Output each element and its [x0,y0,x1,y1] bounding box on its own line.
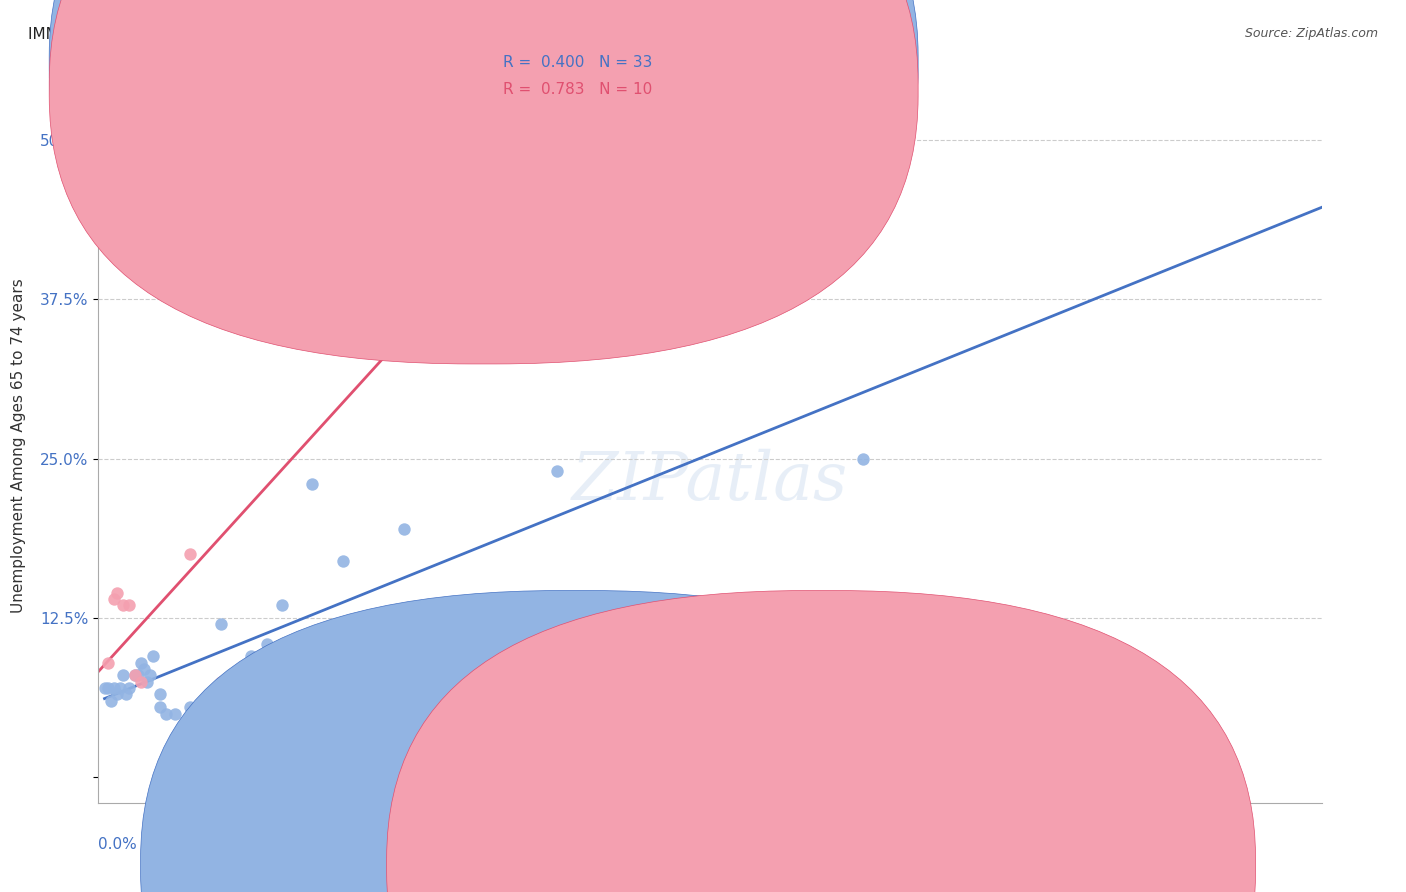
Text: R =  0.400   N = 33: R = 0.400 N = 33 [503,55,652,70]
Point [454,216,477,230]
Point [115,688,138,702]
Point [256,636,278,650]
Point [194,719,217,733]
Point [105,585,128,599]
Point [179,547,201,561]
Point [118,599,141,613]
Point [111,599,134,613]
Point [155,706,177,721]
Point [97,656,120,670]
Point [209,617,232,632]
Point [129,674,152,689]
Text: ZIPatlas: ZIPatlas [572,449,848,515]
Point [127,668,149,682]
Point [124,668,146,682]
Point [118,681,141,695]
Point [240,649,263,664]
Point [134,662,156,676]
Point [301,477,323,491]
Point [97,681,120,695]
Point [111,668,134,682]
Y-axis label: Unemployment Among Ages 65 to 74 years: Unemployment Among Ages 65 to 74 years [11,278,27,614]
Point [149,688,172,702]
Text: Source: ZipAtlas.com: Source: ZipAtlas.com [1244,27,1378,40]
Point [108,681,131,695]
Point [142,649,165,664]
Point [270,599,294,613]
Point [546,465,568,479]
Point [105,688,128,702]
Point [179,700,201,714]
Point [100,694,122,708]
Point [149,700,172,714]
Point [103,681,125,695]
Point [163,706,186,721]
Point [332,554,354,568]
Point [93,681,115,695]
Text: Alsatians: Alsatians [841,858,904,872]
Point [392,522,416,536]
Text: R =  0.783   N = 10: R = 0.783 N = 10 [503,82,652,96]
Point [103,591,125,606]
Point [179,713,201,727]
Point [136,674,159,689]
Point [124,668,146,682]
Text: 0.0%: 0.0% [98,837,138,852]
Point [852,451,875,466]
Point [129,656,152,670]
Text: IMMIGRANTS FROM INDONESIA VS ALSATIAN UNEMPLOYMENT AMONG AGES 65 TO 74 YEARS COR: IMMIGRANTS FROM INDONESIA VS ALSATIAN UN… [28,27,910,42]
Point [209,674,232,689]
Point [139,668,162,682]
Text: Immigrants from Indonesia: Immigrants from Indonesia [595,858,783,872]
Point [204,688,226,702]
